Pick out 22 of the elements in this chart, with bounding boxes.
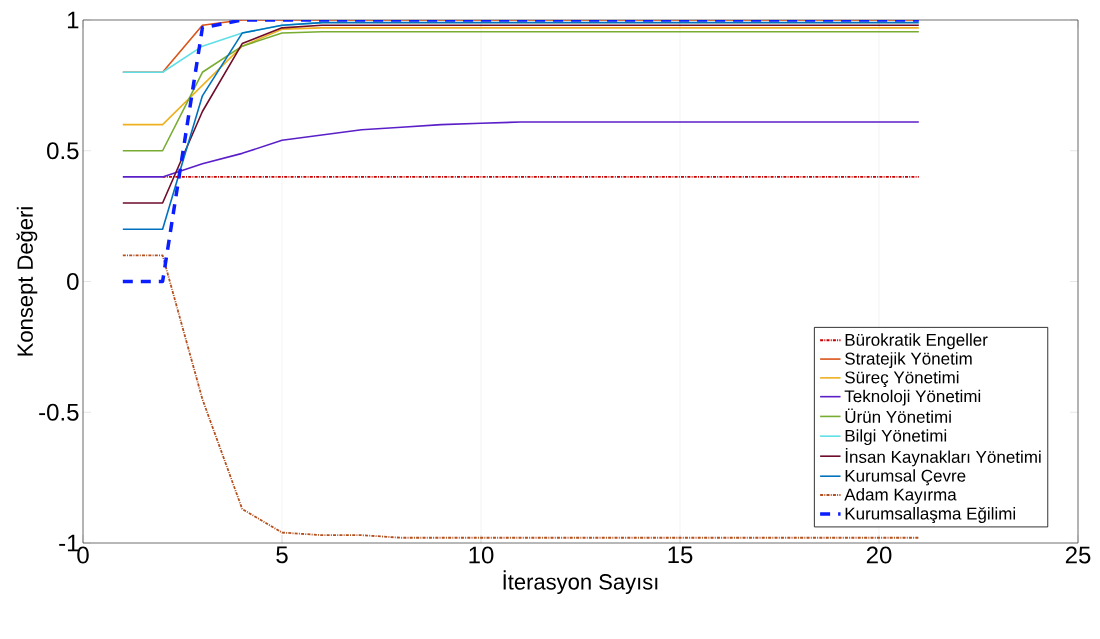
x-tick-label: 20 [866,546,892,564]
x-tick-label: 15 [668,546,693,564]
y-tick-label: -0.5 [39,403,79,421]
y-tick-label: 0 [67,272,79,290]
legend-label: Teknoloji Yönetimi [844,389,981,406]
legend-label: Bilgi Yönetimi [845,429,947,446]
legend-label: Süreç Yönetimi [845,370,959,387]
legend-label: Kurumsallaşma Eğilimi [845,506,1016,524]
legend-label: İnsan Kaynakları Yönetimi [845,448,1041,467]
x-tick-label: 25 [1065,546,1091,564]
legend-label: Bürokratik Engeller [845,333,988,350]
y-tick-label: 1 [67,11,79,29]
x-axis-title: İterasyon Sayısı [503,570,658,594]
legend-label: Kurumsal Çevre [845,469,966,486]
x-tick-label: 10 [469,546,494,564]
y-tick-label: 0.5 [47,142,79,160]
legend-label: Stratejik Yönetim [845,352,972,369]
y-axis-title: Konsept Değeri [16,207,38,356]
x-tick-label: 5 [276,546,288,564]
y-tick-label: -1 [59,534,79,552]
legend-label: Ürün Yönetimi [845,408,951,423]
legend-label: Adam Kayırma [844,488,957,504]
